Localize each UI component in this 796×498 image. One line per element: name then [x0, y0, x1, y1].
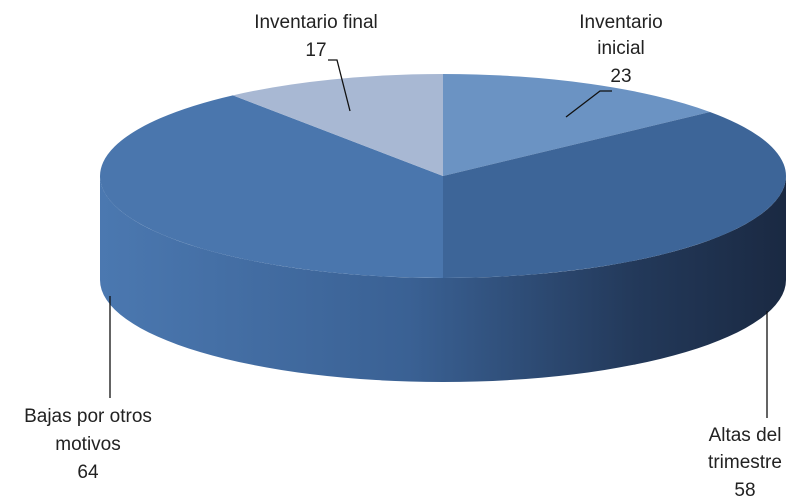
pie-side-wall	[100, 176, 786, 382]
data-label-name-1: inicial	[597, 38, 645, 59]
pie-slices	[99, 74, 787, 279]
data-label-value-2: 58	[734, 480, 755, 498]
data-label-value-4: 17	[305, 40, 326, 61]
leader-line-4	[328, 59, 351, 112]
data-label-value-3: 64	[77, 462, 99, 483]
data-label-name-4: Inventario final	[254, 12, 378, 33]
pie-slice-2	[443, 111, 787, 278]
data-label-name-2: trimestre	[708, 452, 782, 473]
leader-line-1	[565, 90, 612, 118]
pie-slice-4	[232, 74, 443, 176]
pie-slice-3	[99, 95, 443, 279]
pie-slice-1	[443, 74, 710, 176]
leader-lines	[109, 59, 768, 418]
data-label-name-1: Inventario	[579, 12, 662, 33]
data-labels: Inventario inicial 23 Altas del trimestre 58 B…	[24, 12, 782, 498]
data-label-name-2: Altas del	[709, 425, 782, 446]
data-label-name-3: motivos	[55, 434, 120, 455]
pie-side-walls	[100, 176, 786, 382]
data-label-name-3: Bajas por otros	[24, 406, 152, 427]
data-label-value-1: 23	[610, 66, 631, 87]
